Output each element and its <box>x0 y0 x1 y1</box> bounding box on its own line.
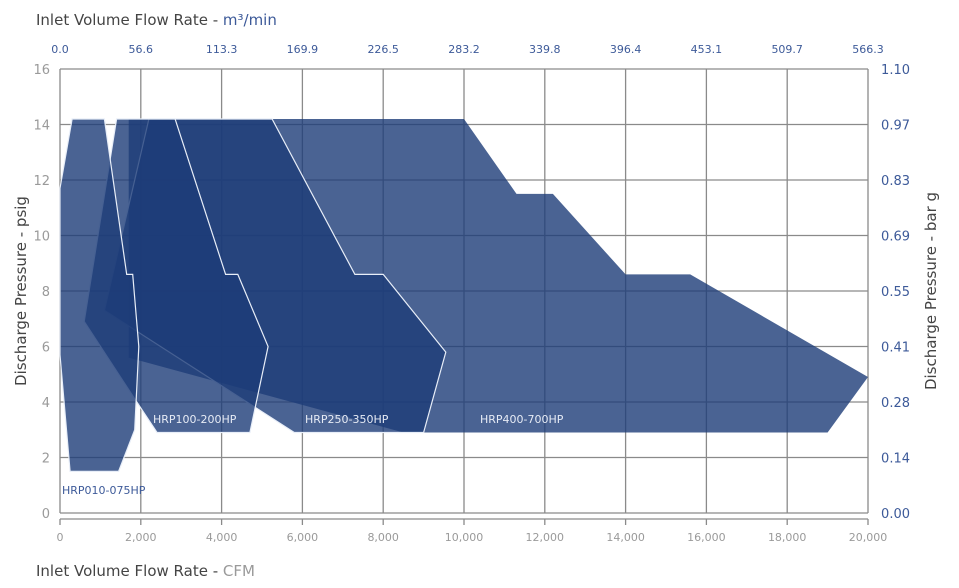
bottom-axis-unit: CFM <box>223 562 255 580</box>
series-labels: HRP400-700HP HRP250-350HP HRP100-200HP HRP0… <box>62 413 564 497</box>
right-axis-title: Discharge Pressure - bar g <box>922 192 940 390</box>
y2-tick-label: 0.00 <box>881 507 910 522</box>
x-tick-label: 12,000 <box>526 531 565 544</box>
tick-labels: 00.02,00056.64,000113.36,000169.98,00022… <box>33 43 910 544</box>
x-tick-label: 8,000 <box>367 531 399 544</box>
y2-tick-label: 0.28 <box>881 396 910 411</box>
series-label-hrp400-700hp: HRP400-700HP <box>480 413 564 426</box>
x-tick-label: 6,000 <box>287 531 319 544</box>
y2-tick-label: 0.14 <box>881 452 910 467</box>
y2-tick-label: 0.97 <box>881 119 910 134</box>
y-tick-label: 2 <box>42 452 50 467</box>
y-tick-label: 14 <box>33 119 50 134</box>
x-tick-label: 18,000 <box>768 531 807 544</box>
series-area-hrp010-075hp <box>59 118 140 472</box>
x-tick-label: 0 <box>57 531 64 544</box>
plot-frame <box>59 518 869 525</box>
x2-tick-label: 339.8 <box>529 43 561 56</box>
y-tick-label: 16 <box>33 63 50 78</box>
x2-tick-label: 56.6 <box>129 43 154 56</box>
left-axis-title: Discharge Pressure - psig <box>12 196 30 386</box>
y-tick-label: 10 <box>33 230 50 245</box>
series-label-hrp250-350hp: HRP250-350HP <box>305 413 389 426</box>
y-tick-label: 12 <box>33 174 50 189</box>
series-areas <box>59 118 868 472</box>
x2-tick-label: 283.2 <box>448 43 480 56</box>
x-tick-label: 16,000 <box>687 531 726 544</box>
series-label-hrp010-075hp: HRP010-075HP <box>62 484 146 497</box>
x2-tick-label: 566.3 <box>852 43 884 56</box>
x-tick-label: 10,000 <box>445 531 484 544</box>
x-tick-label: 4,000 <box>206 531 238 544</box>
x2-tick-label: 453.1 <box>691 43 723 56</box>
x2-tick-label: 226.5 <box>367 43 399 56</box>
top-axis-title: Inlet Volume Flow Rate - m³/min <box>36 11 277 29</box>
y2-tick-label: 1.10 <box>881 63 910 78</box>
x2-tick-label: 509.7 <box>771 43 803 56</box>
x2-tick-label: 0.0 <box>51 43 69 56</box>
top-axis-unit: m³/min <box>223 11 277 29</box>
y2-tick-label: 0.83 <box>881 174 910 189</box>
y-tick-label: 6 <box>42 341 50 356</box>
x-tick-label: 14,000 <box>606 531 645 544</box>
bottom-axis-title: Inlet Volume Flow Rate - CFM <box>36 562 255 580</box>
x-tick-label: 20,000 <box>849 531 888 544</box>
y-tick-label: 0 <box>42 507 50 522</box>
series-label-hrp100-200hp: HRP100-200HP <box>153 413 237 426</box>
y-tick-label: 8 <box>42 285 50 300</box>
y2-tick-label: 0.69 <box>881 230 910 245</box>
y-tick-label: 4 <box>42 396 50 411</box>
x2-tick-label: 396.4 <box>610 43 642 56</box>
x2-tick-label: 113.3 <box>206 43 238 56</box>
y2-tick-label: 0.55 <box>881 285 910 300</box>
x-tick-label: 2,000 <box>125 531 157 544</box>
x2-tick-label: 169.9 <box>287 43 319 56</box>
y2-tick-label: 0.41 <box>881 341 910 356</box>
